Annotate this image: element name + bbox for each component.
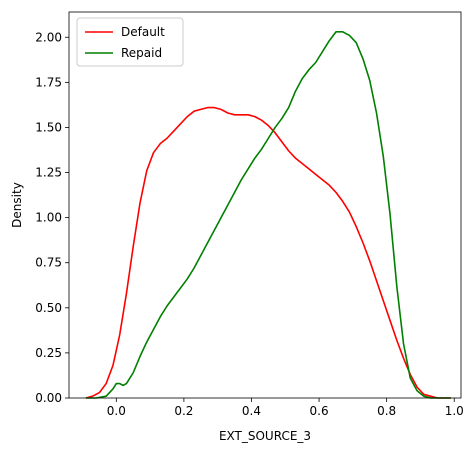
- x-tick-label: 0.4: [242, 404, 261, 418]
- legend: Default Repaid: [76, 17, 184, 67]
- plot-area: [69, 12, 461, 398]
- y-tick-label: 0.00: [35, 391, 62, 405]
- x-axis-label: EXT_SOURCE_3: [219, 429, 311, 443]
- y-tick-label: 0.25: [35, 346, 62, 360]
- y-axis-label: Density: [10, 182, 24, 228]
- y-tick-label: 0.50: [35, 301, 62, 315]
- plot-background: [69, 12, 461, 398]
- y-tick-label: 0.75: [35, 256, 62, 270]
- x-axis-ticks: 0.0 0.2 0.4 0.6 0.8 1.0: [107, 398, 464, 418]
- y-axis-ticks: 0.00 0.25 0.50 0.75 1.00 1.25 1.50 1.75 2.00: [35, 30, 69, 405]
- series-line-default: [85, 106, 451, 399]
- series-layer: [85, 31, 451, 399]
- y-tick-label: 1.00: [35, 211, 62, 225]
- x-tick-label: 1.0: [445, 404, 464, 418]
- y-tick-label: 1.50: [35, 120, 62, 134]
- y-tick-label: 1.25: [35, 166, 62, 180]
- x-tick-label: 0.8: [377, 404, 396, 418]
- y-tick-label: 1.75: [35, 75, 62, 89]
- x-tick-label: 0.2: [174, 404, 193, 418]
- x-tick-label: 0.6: [310, 404, 329, 418]
- legend-box: [76, 17, 184, 67]
- axes-frame: [68, 11, 462, 399]
- x-tick-label: 0.0: [107, 404, 126, 418]
- legend-label-repaid: Repaid: [121, 46, 162, 60]
- y-tick-label: 2.00: [35, 30, 62, 44]
- series-line-repaid: [85, 31, 451, 399]
- legend-label-default: Default: [121, 25, 165, 39]
